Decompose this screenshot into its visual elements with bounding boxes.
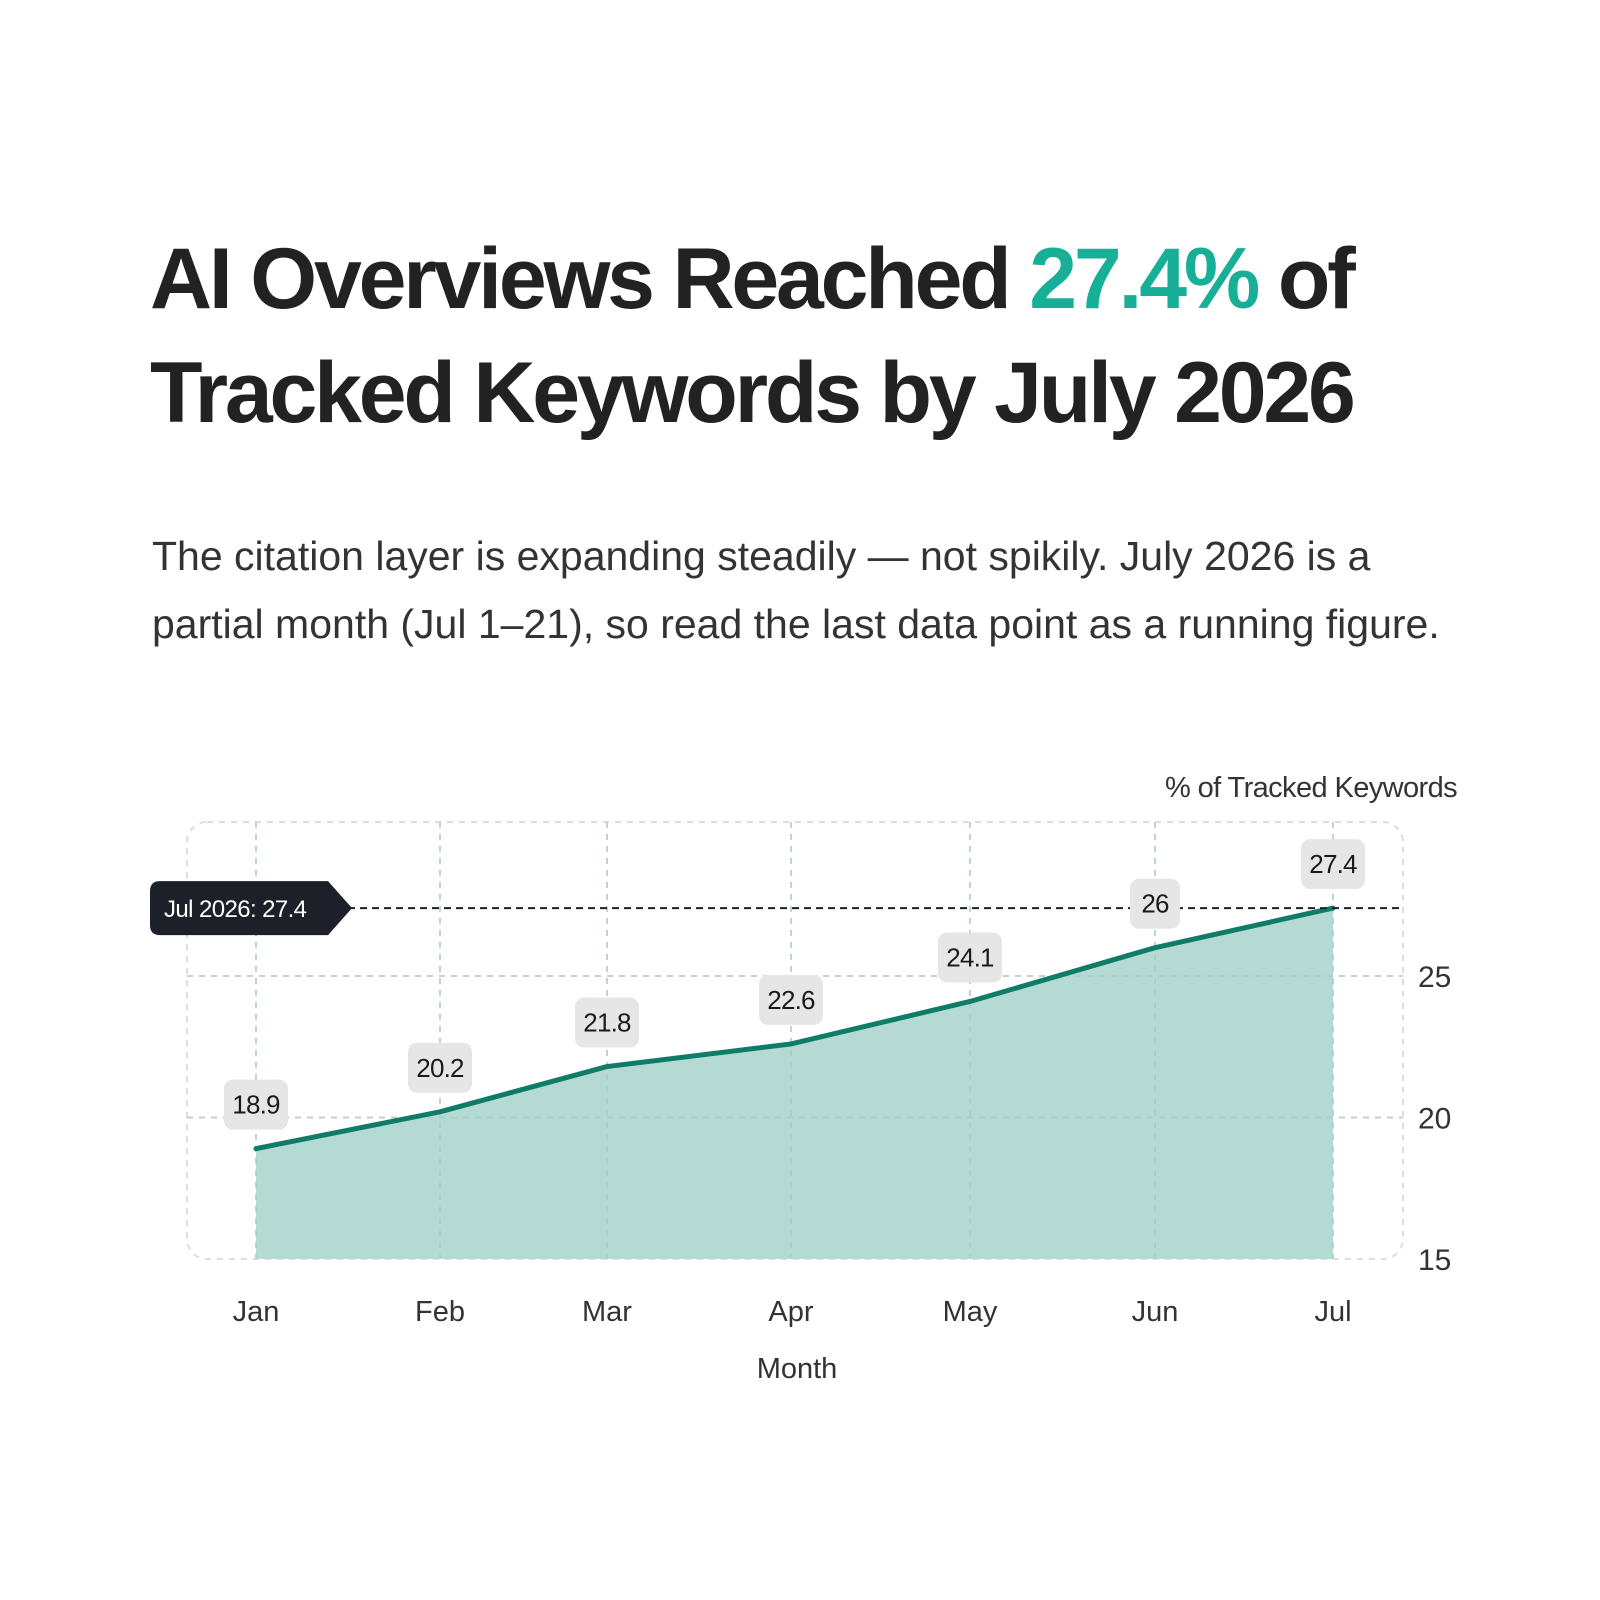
data-label: 26 (1141, 889, 1169, 919)
y-axis-title: % of Tracked Keywords (1165, 772, 1457, 804)
x-tick-label: Jan (233, 1296, 280, 1328)
data-label-box (408, 1042, 472, 1093)
data-label-box (1130, 878, 1180, 929)
reference-callout-label: Jul 2026: 27.4 (164, 896, 307, 923)
title-highlight: 27.4% (1029, 231, 1260, 327)
area-fill (256, 908, 1333, 1259)
data-label: 18.9 (232, 1090, 280, 1120)
data-label-box (759, 974, 823, 1025)
axes: Jan Feb Mar Apr May Jun Jul 15 20 25 (233, 961, 1452, 1328)
subtitle: The citation layer is expanding steadily… (152, 533, 1440, 647)
data-label-box (938, 932, 1002, 983)
y-tick-label: 20 (1418, 1103, 1451, 1136)
data-label-box (224, 1079, 288, 1130)
reference-line-group: Jul 2026: 27.4 (150, 881, 1400, 936)
data-label: 20.2 (416, 1053, 464, 1083)
y-tick-label: 25 (1418, 961, 1451, 994)
x-tick-label: Feb (415, 1296, 465, 1328)
data-label: 21.8 (583, 1008, 631, 1038)
x-tick-label: May (943, 1296, 998, 1328)
data-labels: 18.9 20.2 21.8 22.6 24.1 26 27.4 (224, 839, 1365, 1130)
title-text-end: of Tracked Keywords by July 2026 (150, 231, 1356, 441)
data-label: 22.6 (767, 985, 815, 1015)
x-tick-label: Apr (768, 1296, 813, 1328)
series-area (187, 822, 1403, 1259)
x-tick-label: Jul (1314, 1296, 1351, 1328)
x-axis-title: Month (757, 1353, 838, 1385)
reference-callout (150, 881, 352, 936)
data-label: 27.4 (1309, 849, 1357, 879)
data-label: 24.1 (946, 942, 994, 972)
series-line (253, 905, 1336, 1152)
y-tick-label: 15 (1418, 1244, 1451, 1277)
page-title: AI Overviews Reached 27.4% of Tracked Ke… (150, 222, 1490, 450)
data-label-box (575, 997, 639, 1048)
data-label-box (1301, 839, 1365, 890)
title-text: AI Overviews Reached (150, 231, 1030, 327)
x-tick-label: Mar (582, 1296, 632, 1328)
x-tick-label: Jun (1132, 1296, 1179, 1328)
